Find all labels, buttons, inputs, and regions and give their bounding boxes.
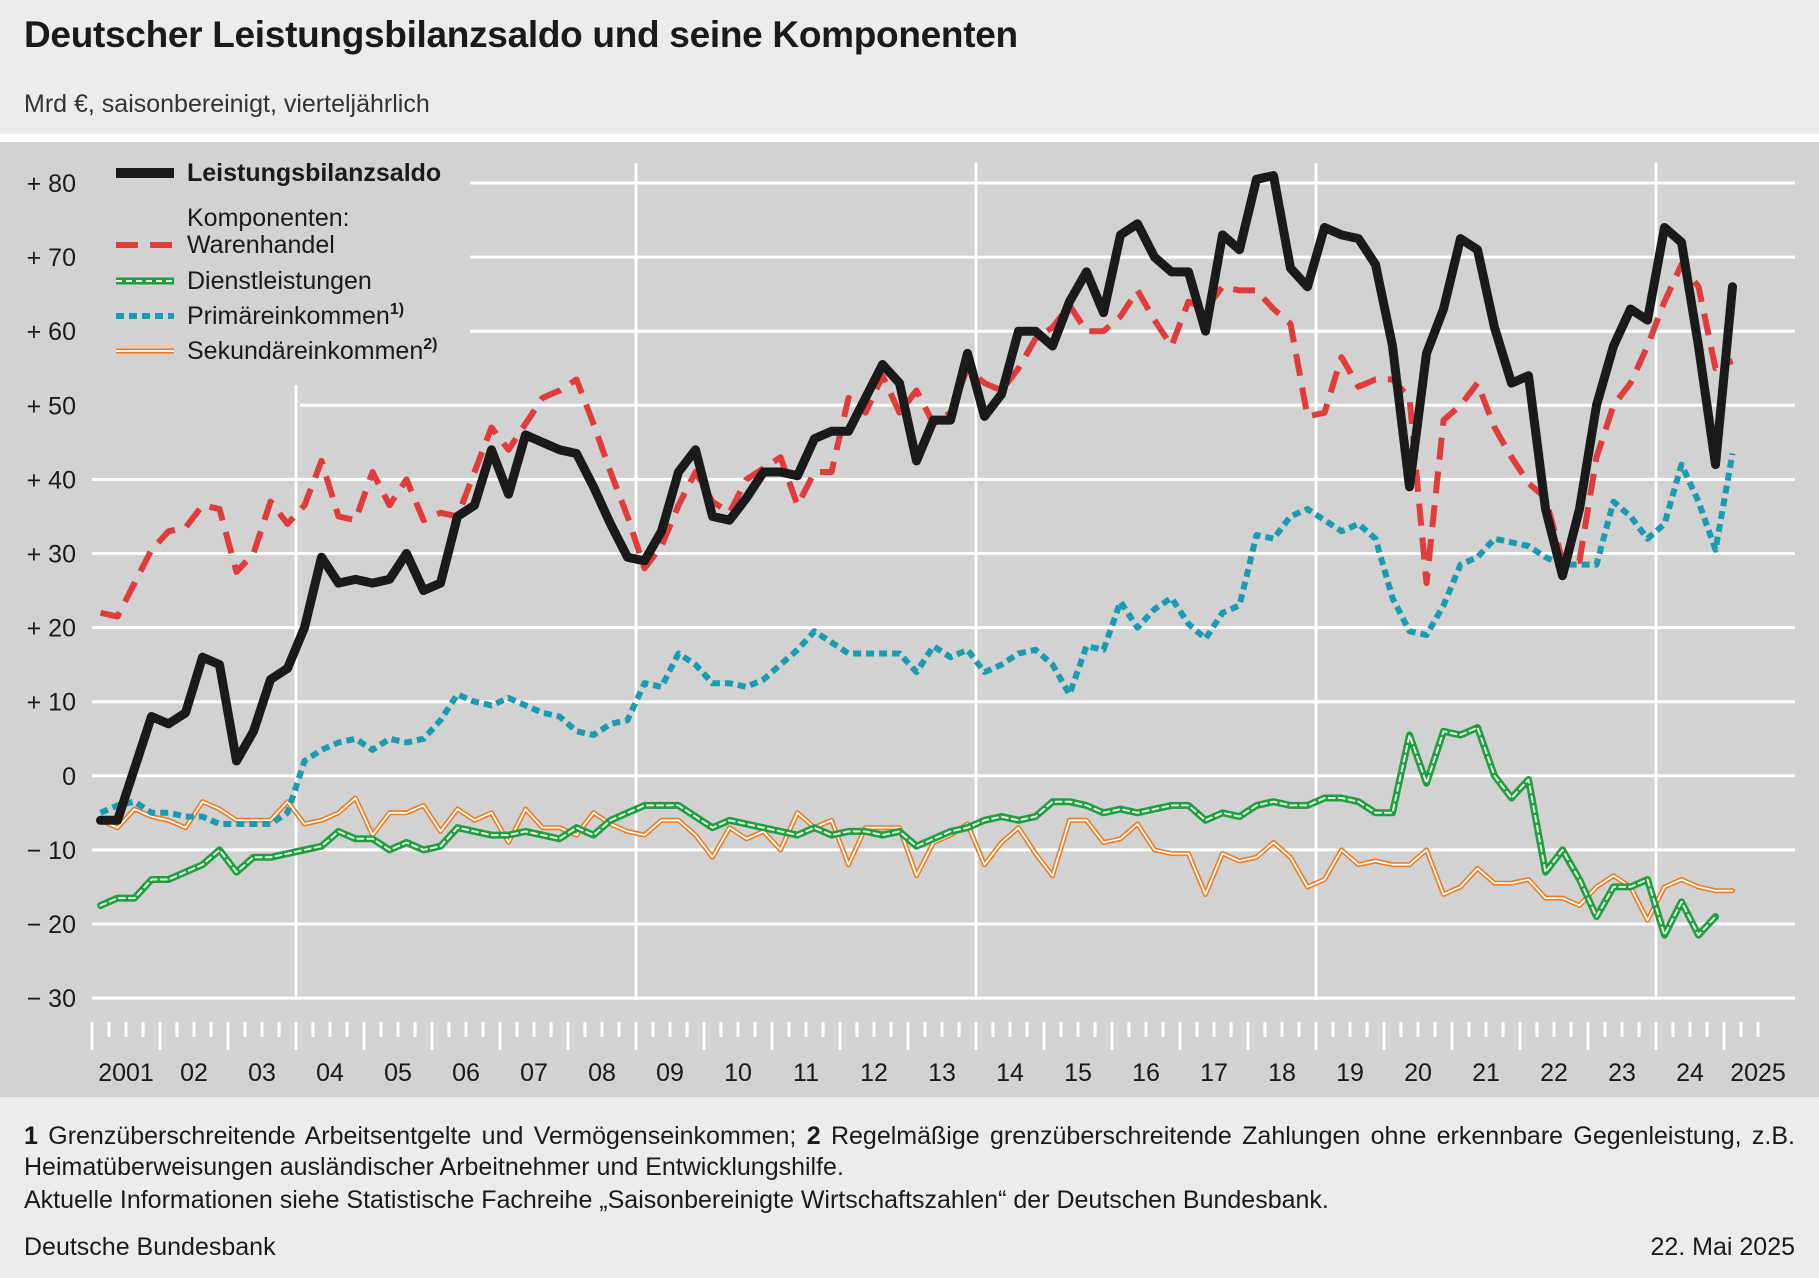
y-tick-label: + 10 bbox=[27, 689, 76, 717]
y-tick-label: + 20 bbox=[27, 615, 76, 643]
footnote-2-number: 2 bbox=[806, 1122, 821, 1150]
legend-label: Leistungsbilanzsaldo bbox=[187, 159, 441, 187]
x-tick-label: 2001 bbox=[98, 1059, 154, 1087]
y-tick-label: + 40 bbox=[27, 466, 76, 494]
x-tick-label: 06 bbox=[452, 1059, 480, 1087]
x-tick-label: 21 bbox=[1472, 1059, 1500, 1087]
chart-title: Deutscher Leistungsbilanzsaldo und seine… bbox=[24, 14, 1018, 55]
footnote-1-number: 1 bbox=[24, 1122, 38, 1150]
x-tick-label: 22 bbox=[1540, 1059, 1568, 1087]
legend-subheader: Komponenten: bbox=[187, 204, 350, 232]
y-axis-tick-labels: + 80 + 70 + 60 + 50 + 40 + 30 + 20 + 10 0 − 10 − 2… bbox=[27, 170, 76, 1013]
chart-subtitle: Mrd €, saisonbereinigt, vierteljährlich bbox=[24, 90, 430, 118]
source-label: Deutsche Bundesbank bbox=[24, 1233, 276, 1261]
x-tick-label: 19 bbox=[1336, 1059, 1364, 1087]
footnote-1-text: Grenzüberschreitende Arbeitsentgelte und… bbox=[37, 1122, 807, 1150]
series-line-sekundaereinkommen bbox=[98, 795, 1735, 923]
series-line-leistungsbilanzsaldo bbox=[96, 171, 1737, 825]
x-tick-label: 16 bbox=[1132, 1059, 1160, 1087]
x-tick-label: 05 bbox=[384, 1059, 412, 1087]
x-tick-label: 24 bbox=[1676, 1059, 1704, 1087]
x-tick-label: 18 bbox=[1268, 1059, 1296, 1087]
legend-label: Primäreinkommen1) bbox=[187, 301, 404, 330]
x-tick-label: 15 bbox=[1064, 1059, 1092, 1087]
y-tick-label: − 20 bbox=[27, 911, 76, 939]
series-line-sekundaereinkommen-inner bbox=[99, 797, 1734, 922]
y-tick-label: 0 bbox=[62, 763, 76, 791]
legend-label: Sekundäreinkommen2) bbox=[187, 336, 437, 365]
y-tick-label: + 60 bbox=[27, 318, 76, 346]
series-line-dienstleistungen bbox=[97, 724, 1719, 939]
x-tick-label: 09 bbox=[656, 1059, 684, 1087]
series-lines bbox=[96, 171, 1737, 939]
y-tick-label: + 50 bbox=[27, 392, 76, 420]
y-tick-label: + 30 bbox=[27, 541, 76, 569]
footnote-2-text: Regelmäßige grenzüberschreitende Zahlung… bbox=[24, 1122, 1795, 1181]
series-line-dienstleistungen-inner bbox=[99, 726, 1717, 937]
top-divider bbox=[0, 134, 1819, 142]
x-axis: 2001 02 03 04 05 06 07 08 09 10 11 12 13 14 15 16 17 18 19… bbox=[90, 1022, 1786, 1087]
y-tick-label: + 70 bbox=[27, 244, 76, 272]
series-line-warenhandel bbox=[99, 261, 1734, 620]
y-tick-label: + 80 bbox=[27, 170, 76, 198]
y-tick-label: − 10 bbox=[27, 837, 76, 865]
publication-date: 22. Mai 2025 bbox=[1650, 1233, 1795, 1261]
x-tick-label: 12 bbox=[860, 1059, 888, 1087]
info-note: Aktuelle Informationen siehe Statistisch… bbox=[24, 1186, 1329, 1214]
x-tick-label: 07 bbox=[520, 1059, 548, 1087]
x-tick-label: 2025 bbox=[1730, 1059, 1786, 1087]
x-tick-label: 08 bbox=[588, 1059, 616, 1087]
x-tick-label: 17 bbox=[1200, 1059, 1228, 1087]
legend-footnote-marker: 1) bbox=[390, 301, 404, 318]
x-tick-label: 04 bbox=[316, 1059, 344, 1087]
x-tick-label: 23 bbox=[1608, 1059, 1636, 1087]
legend-label: Dienstleistungen bbox=[187, 267, 372, 295]
x-tick-label: 20 bbox=[1404, 1059, 1432, 1087]
x-tick-label: 10 bbox=[724, 1059, 752, 1087]
x-tick-label: 03 bbox=[248, 1059, 276, 1087]
x-tick-label: 14 bbox=[996, 1059, 1024, 1087]
x-tick-label: 13 bbox=[928, 1059, 956, 1087]
legend: Leistungsbilanzsaldo Warenhandel Dienstlei… bbox=[116, 159, 441, 365]
y-tick-label: − 30 bbox=[27, 985, 76, 1013]
footnote-1-2: 1 Grenzüberschreitende Arbeitsentgelte u… bbox=[24, 1121, 1795, 1183]
x-tick-label: 02 bbox=[180, 1059, 208, 1087]
series-line-primaereinkommen bbox=[99, 452, 1736, 827]
legend-label: Warenhandel bbox=[187, 231, 335, 259]
x-tick-label: 11 bbox=[793, 1059, 819, 1087]
legend-footnote-marker: 2) bbox=[423, 336, 437, 353]
